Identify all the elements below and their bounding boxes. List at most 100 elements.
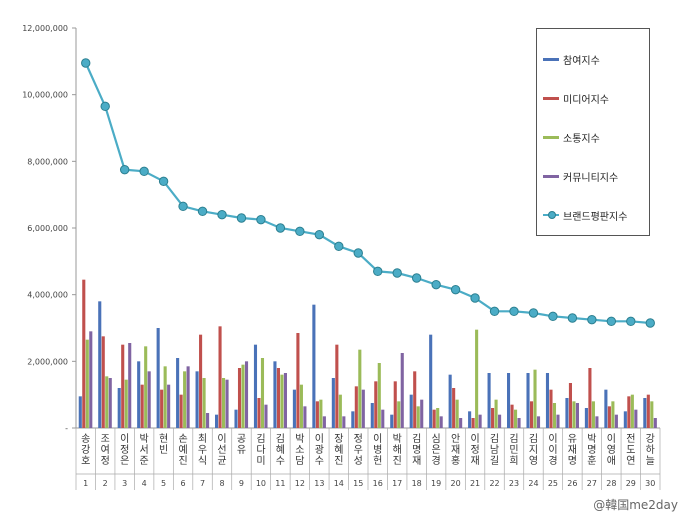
legend-item: 소통지수 — [543, 129, 600, 145]
bar — [331, 378, 335, 428]
x-tick-label: 혜 — [334, 444, 343, 456]
x-tick-label: 희 — [509, 455, 518, 467]
bar — [195, 371, 199, 428]
bar — [588, 368, 592, 428]
x-tick-label: 여 — [101, 444, 110, 456]
x-tick-label: 홍 — [451, 454, 460, 467]
x-tick-label: 김 — [509, 433, 518, 445]
x-tick-label: 하 — [646, 443, 655, 456]
bar — [335, 344, 339, 428]
legend-label: 참여지수 — [563, 55, 600, 67]
bar — [257, 398, 261, 428]
x-tick-label: 정 — [120, 444, 129, 456]
x-tick-label: 이 — [315, 433, 324, 445]
x-tick-label: 손 — [178, 433, 187, 445]
bar — [351, 411, 355, 428]
bar — [163, 366, 167, 428]
bar — [315, 401, 319, 428]
brand-index-point — [528, 308, 539, 318]
x-tick-label: 재 — [451, 444, 460, 456]
rank-label: 19 — [431, 479, 441, 488]
x-tick-label: 수 — [276, 455, 285, 467]
brand-index-point — [626, 316, 636, 327]
x-tick-label: 박 — [393, 433, 402, 445]
bar — [409, 394, 413, 428]
brand-index-point — [119, 164, 130, 175]
x-tick-label: 박 — [140, 433, 149, 445]
bar — [140, 384, 144, 428]
brand-index-point — [139, 166, 149, 177]
x-tick-label: 김 — [490, 433, 499, 445]
rank-label: 25 — [548, 479, 558, 488]
brand-index-point — [567, 313, 578, 323]
x-tick-label: 은 — [120, 455, 129, 467]
bar — [549, 389, 553, 428]
y-tick-label: 12,000,000 — [22, 24, 68, 33]
brand-index-point — [236, 213, 247, 223]
rank-label: 7 — [200, 479, 205, 488]
bar — [358, 349, 362, 428]
x-tick-label: 재 — [470, 455, 479, 467]
bar — [312, 304, 316, 428]
brand-index-point — [509, 306, 519, 317]
brand-index-point — [295, 226, 305, 237]
x-tick-label: 미 — [256, 455, 265, 467]
bar — [568, 383, 572, 428]
rank-label: 30 — [645, 479, 655, 488]
bar — [634, 409, 638, 428]
x-tick-label: 명 — [568, 455, 577, 467]
x-tick-label: 안 — [451, 433, 460, 445]
x-tick-label: 이 — [548, 444, 557, 456]
rank-label: 24 — [528, 479, 538, 488]
bar — [342, 416, 346, 428]
bar — [487, 373, 491, 428]
bar — [556, 414, 560, 428]
x-tick-label: 조 — [101, 434, 110, 445]
bar — [448, 374, 452, 428]
bar — [144, 346, 148, 428]
rank-label: 20 — [451, 479, 461, 488]
x-tick-label: 우 — [354, 444, 363, 456]
x-tick-label: 민 — [509, 444, 518, 456]
x-tick-label: 재 — [568, 444, 577, 456]
x-tick-label: 지 — [529, 444, 538, 456]
watermark: @韓国me2day — [593, 498, 678, 512]
bar — [322, 416, 326, 428]
x-tick-label: 성 — [354, 455, 363, 467]
legend-item: 미디어지수 — [543, 90, 609, 106]
x-tick-label: 김 — [529, 433, 538, 445]
bar — [167, 384, 171, 428]
brand-index-point — [197, 206, 208, 217]
x-tick-label: 균 — [217, 455, 226, 467]
bar — [653, 418, 657, 428]
x-tick-label: 담 — [295, 455, 304, 467]
rank-label: 23 — [509, 479, 519, 488]
x-tick-label: 광 — [315, 444, 324, 456]
x-tick-label: 은 — [432, 444, 441, 456]
bar — [552, 403, 557, 428]
bar — [273, 361, 277, 428]
y-tick-label: 6,000,000 — [27, 224, 68, 233]
x-tick-label: 이 — [548, 433, 557, 445]
x-tick-label: 혜 — [276, 444, 285, 456]
bar — [439, 416, 443, 428]
x-tick-label: 영 — [607, 444, 616, 456]
brand-index-point — [217, 209, 227, 220]
rank-label: 1 — [83, 479, 88, 488]
bar — [400, 353, 404, 428]
bar — [303, 406, 307, 428]
x-tick-label: 다 — [256, 444, 265, 456]
bar — [98, 301, 102, 428]
x-tick-label: 전 — [626, 433, 635, 445]
x-tick-label: 명 — [412, 444, 421, 456]
bar — [199, 334, 203, 428]
x-tick-label: 박 — [295, 433, 304, 445]
brand-index-point — [645, 318, 655, 328]
bar — [545, 373, 550, 428]
brand-index-point — [450, 284, 461, 295]
brand-index-point — [470, 293, 480, 303]
legend-label: 브랜드평판지수 — [563, 211, 628, 223]
x-tick-label: 소 — [295, 444, 304, 456]
x-tick-label: 정 — [101, 455, 110, 467]
bar — [393, 381, 397, 428]
